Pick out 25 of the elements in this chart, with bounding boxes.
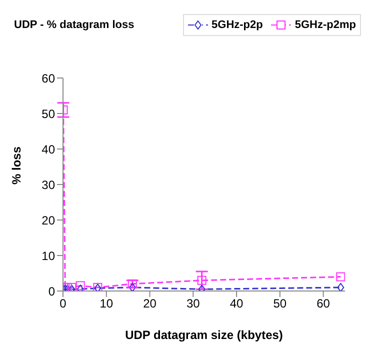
- point: [128, 282, 136, 291]
- y-tick-label: 0: [48, 284, 56, 298]
- y-tick-label: 40: [42, 142, 56, 156]
- y-tick-label: 20: [42, 213, 56, 228]
- chart-title: UDP - % datagram loss: [14, 19, 134, 31]
- point: [128, 279, 137, 288]
- x-axis-title: UDP datagram size (kbytes): [125, 328, 283, 342]
- legend-label: 5GHz-p2mp: [294, 19, 356, 31]
- y-tick-label: 60: [42, 71, 56, 86]
- y-tick-label: 50: [42, 106, 56, 121]
- x-tick-label: 40: [230, 296, 244, 311]
- x-tick-label: 0: [60, 296, 67, 311]
- y-tick-label: 30: [42, 178, 56, 192]
- point: [76, 281, 85, 290]
- y-axis-title: % loss: [9, 146, 24, 184]
- point: [337, 282, 344, 291]
- x-tick-label: 20: [143, 296, 157, 311]
- x-tick-label: 10: [100, 296, 114, 311]
- y-tick-label: 10: [42, 248, 56, 263]
- point: [336, 272, 345, 282]
- legend-label: 5GHz-p2p: [212, 19, 263, 31]
- point: [197, 276, 206, 285]
- x-tick-label: 50: [273, 296, 287, 311]
- x-tick-label: 30: [186, 296, 200, 311]
- x-tick-label: 60: [316, 296, 330, 311]
